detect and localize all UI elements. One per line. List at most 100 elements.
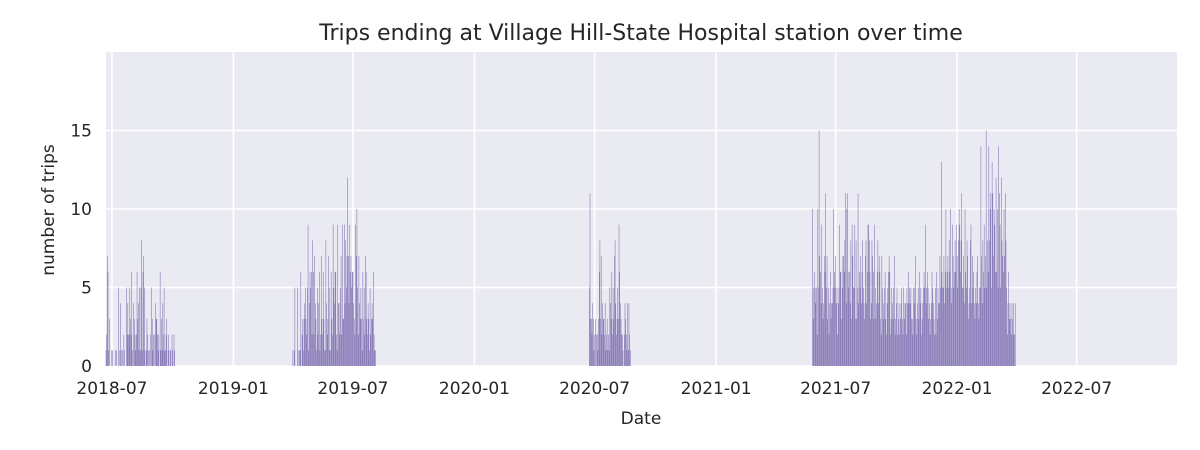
bar xyxy=(604,303,606,366)
bar xyxy=(979,287,980,366)
bar xyxy=(868,224,869,366)
bar xyxy=(618,318,619,366)
bar xyxy=(597,350,599,366)
bar xyxy=(155,318,157,366)
bar xyxy=(892,318,894,366)
bar xyxy=(347,177,348,366)
bar xyxy=(1006,287,1007,366)
bar xyxy=(610,303,611,366)
bar xyxy=(878,303,879,366)
bar xyxy=(166,318,168,366)
bar xyxy=(965,271,966,366)
bar xyxy=(837,334,838,366)
bar xyxy=(326,334,328,366)
bar xyxy=(833,209,834,366)
bar xyxy=(876,271,878,366)
bar xyxy=(322,334,323,366)
bar xyxy=(817,209,819,366)
bar xyxy=(361,350,363,366)
bar xyxy=(882,318,884,366)
bar xyxy=(922,303,924,366)
bar xyxy=(350,271,351,366)
bar xyxy=(1007,334,1008,366)
bar xyxy=(853,287,855,366)
bar xyxy=(851,224,853,366)
bar xyxy=(853,287,854,366)
bar xyxy=(302,318,304,366)
bar xyxy=(149,350,150,366)
bar xyxy=(629,334,630,366)
bar xyxy=(594,318,596,366)
bar xyxy=(114,350,116,366)
bar xyxy=(340,256,342,366)
bar xyxy=(879,271,881,366)
bar xyxy=(894,334,896,366)
x-axis-label: Date xyxy=(621,409,662,429)
bar xyxy=(820,271,821,366)
bar xyxy=(329,350,331,366)
bar xyxy=(962,287,963,366)
bar xyxy=(626,334,627,366)
bar xyxy=(628,350,629,366)
bar xyxy=(1008,271,1009,366)
x-tick-label: 2022-07 xyxy=(1041,379,1112,399)
bar xyxy=(353,303,354,366)
bar xyxy=(935,287,936,366)
bar xyxy=(984,287,986,366)
bar xyxy=(332,224,334,366)
bar xyxy=(620,303,621,366)
bar xyxy=(968,318,969,366)
bar xyxy=(837,303,839,366)
bar xyxy=(363,287,365,366)
bar xyxy=(861,271,863,366)
bar xyxy=(838,287,840,366)
bar xyxy=(902,334,904,366)
bar xyxy=(818,130,820,366)
bar xyxy=(308,350,309,366)
bar xyxy=(106,334,107,366)
bar xyxy=(847,193,848,366)
bar xyxy=(369,350,370,366)
bar xyxy=(986,287,988,366)
bar xyxy=(1009,318,1010,366)
bar xyxy=(989,209,991,366)
bar xyxy=(1007,303,1009,366)
bar xyxy=(592,303,593,366)
bar xyxy=(167,350,169,366)
bar xyxy=(594,334,595,366)
chart-title: Trips ending at Village Hill-State Hospi… xyxy=(318,21,962,46)
bar xyxy=(145,350,147,366)
bar xyxy=(939,256,941,366)
bar xyxy=(963,256,965,366)
bar xyxy=(610,318,612,366)
bar xyxy=(856,318,858,366)
bar xyxy=(921,334,922,366)
bar xyxy=(621,334,622,366)
bar xyxy=(822,318,824,366)
bar xyxy=(334,303,335,366)
bar xyxy=(958,209,960,366)
bar xyxy=(858,303,860,366)
bar xyxy=(147,334,148,366)
bar xyxy=(905,303,906,366)
bar xyxy=(350,256,352,366)
bar xyxy=(333,287,335,366)
bar xyxy=(830,271,831,366)
bar xyxy=(309,271,311,366)
bar xyxy=(614,256,615,366)
bar xyxy=(109,318,110,366)
bar xyxy=(979,287,981,366)
bar xyxy=(133,303,135,366)
bar xyxy=(843,271,845,366)
bar xyxy=(983,271,984,366)
bar xyxy=(949,271,951,366)
bar xyxy=(138,350,140,366)
bar xyxy=(164,350,166,366)
bar xyxy=(628,303,630,366)
bar xyxy=(962,287,964,366)
bar xyxy=(994,224,996,366)
bar xyxy=(318,303,319,366)
bar xyxy=(859,287,861,366)
bar xyxy=(297,287,298,366)
